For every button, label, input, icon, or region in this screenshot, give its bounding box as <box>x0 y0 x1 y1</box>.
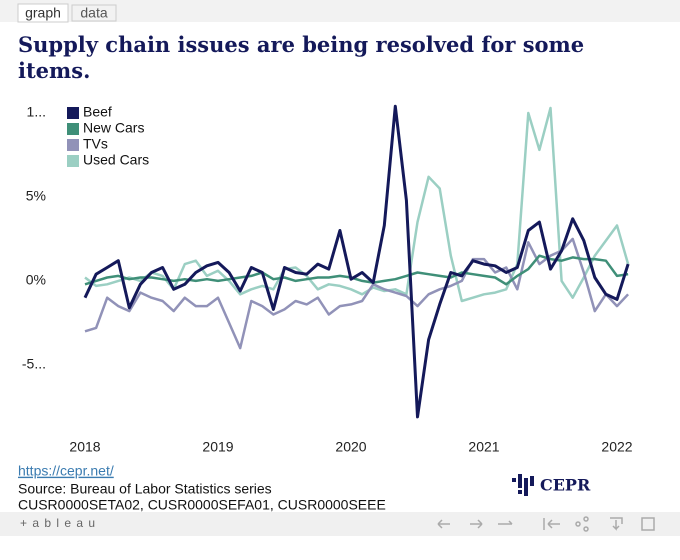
legend-swatch <box>67 107 79 119</box>
legend-label: New Cars <box>83 120 144 136</box>
source-link[interactable]: https://cepr.net/ <box>18 463 114 479</box>
x-tick-label: 2019 <box>202 439 233 455</box>
legend-label: Beef <box>83 104 112 120</box>
x-tick-label: 2020 <box>335 439 366 455</box>
source: Source: Bureau of Labor Statistics serie… <box>18 481 272 497</box>
source-cont: CUSR0000SETA02, CUSR0000SEFA01, CUSR0000… <box>18 497 386 513</box>
legend-swatch <box>67 139 79 151</box>
x-tick-label: 2022 <box>601 439 632 455</box>
legend-swatch <box>67 123 79 135</box>
y-tick-label: 0% <box>26 272 46 288</box>
tab-bar <box>0 0 680 22</box>
tab-label[interactable]: data <box>80 5 107 21</box>
series-line <box>84 237 630 350</box>
y-tick-label: -5... <box>22 356 46 372</box>
y-tick-label: 1... <box>27 104 46 120</box>
toolbar-icons[interactable] <box>437 516 655 532</box>
tab-label[interactable]: graph <box>25 5 61 21</box>
y-tick-label: 5% <box>26 188 46 204</box>
tableau-brand[interactable]: + a b l e a u <box>20 516 96 530</box>
plot: 1... 5% 0% -5... 2018 2019 2020 2021 2022 BeefNew… <box>22 104 633 455</box>
tab[interactable] <box>17 3 69 23</box>
x-tick-label: 2021 <box>468 439 499 455</box>
chart-title: Supply chain issues are being resolved f… <box>18 32 584 83</box>
series-line <box>84 106 630 303</box>
series-line <box>84 254 629 286</box>
legend-label: Used Cars <box>83 152 149 168</box>
x-tick-label: 2018 <box>69 439 100 455</box>
tab[interactable] <box>71 4 117 22</box>
legend-label: TVs <box>83 136 108 152</box>
toolbar <box>0 512 680 536</box>
logo: CEPR <box>540 476 591 495</box>
legend-swatch <box>67 155 79 167</box>
series-line <box>83 104 630 419</box>
logo-icon <box>512 474 534 496</box>
